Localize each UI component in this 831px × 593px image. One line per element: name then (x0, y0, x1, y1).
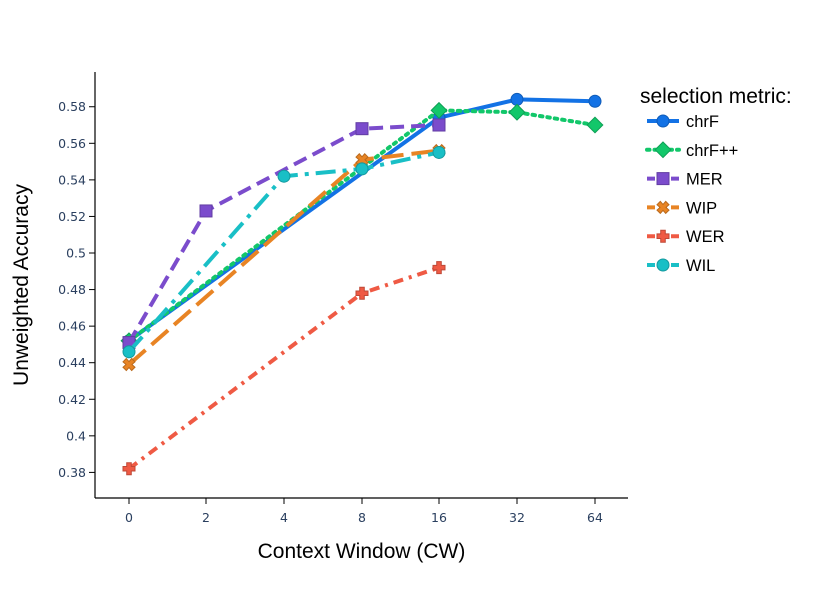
cross-marker (432, 261, 446, 275)
x-marker (122, 357, 136, 372)
legend-label: chrF++ (686, 142, 738, 160)
x-tick-label: 8 (358, 510, 366, 525)
legend-item[interactable]: chrF++ (645, 141, 738, 160)
circle-marker (588, 94, 602, 108)
y-tick-label: 0.4 (66, 428, 86, 443)
diamond-marker (508, 103, 526, 121)
legend-item[interactable]: WIL (647, 257, 715, 275)
y-tick-label: 0.5 (66, 246, 86, 261)
x-tick-label: 64 (587, 510, 603, 525)
x-axis: 0 2 4 8 16 32 64 (95, 497, 628, 525)
series-wer[interactable] (122, 261, 446, 476)
x-tick-label: 2 (202, 510, 210, 525)
legend-label: WIL (686, 257, 715, 275)
cross-marker (122, 462, 136, 476)
y-tick-label: 0.44 (58, 355, 86, 370)
legend-label: WIP (686, 199, 717, 217)
y-tick-label: 0.54 (58, 172, 86, 187)
cross-marker (656, 229, 670, 243)
y-tick-label: 0.48 (58, 282, 86, 297)
circle-marker (122, 345, 136, 359)
y-tick-label: 0.56 (58, 136, 86, 151)
y-tick-label: 0.46 (58, 319, 86, 334)
legend-item[interactable]: WER (647, 228, 725, 246)
circle-marker (432, 145, 446, 159)
series-mer[interactable] (122, 118, 446, 350)
y-tick-label: 0.38 (58, 465, 86, 480)
circle-marker (510, 92, 524, 106)
diamond-marker (654, 141, 672, 159)
series-chrfplusplus[interactable] (120, 101, 604, 350)
y-tick-label: 0.42 (58, 392, 86, 407)
legend-item[interactable]: chrF (647, 113, 719, 131)
circle-marker (656, 258, 670, 272)
square-marker (656, 172, 670, 186)
square-marker (199, 204, 213, 218)
series-layer (120, 92, 604, 476)
x-tick-label: 4 (280, 510, 288, 525)
series-line (127, 108, 597, 343)
x-tick-label: 16 (431, 510, 447, 525)
legend-item[interactable]: WIP (647, 199, 717, 217)
cross-marker (355, 286, 369, 300)
x-marker (355, 153, 369, 167)
legend-label: chrF (686, 113, 719, 131)
x-tick-label: 32 (509, 510, 525, 525)
y-axis-title: Unweighted Accuracy (10, 184, 33, 386)
y-axis: 0.38 0.4 0.42 0.44 0.46 0.48 0.5 0.52 0.54 0.56 0.… (58, 72, 96, 498)
series-line (127, 265, 440, 471)
diamond-marker (586, 116, 604, 134)
legend-item[interactable]: MER (647, 171, 723, 189)
series-line (127, 150, 440, 354)
series-line (127, 97, 596, 343)
circle-marker (656, 114, 670, 128)
circle-marker (277, 169, 291, 183)
legend[interactable]: selection metric: chrF chrF++ MER WIP WER WIL (640, 85, 792, 275)
x-marker (656, 200, 670, 215)
square-marker (432, 118, 446, 132)
circle-marker (355, 162, 369, 176)
diamond-marker (430, 101, 448, 119)
legend-label: MER (686, 171, 723, 189)
y-tick-label: 0.52 (58, 209, 86, 224)
series-wil[interactable] (122, 145, 446, 359)
x-axis-title: Context Window (CW) (258, 540, 466, 563)
square-marker (355, 122, 369, 136)
y-tick-label: 0.58 (58, 99, 86, 114)
legend-label: WER (686, 228, 725, 246)
legend-title: selection metric: (640, 85, 792, 108)
x-tick-label: 0 (125, 510, 133, 525)
